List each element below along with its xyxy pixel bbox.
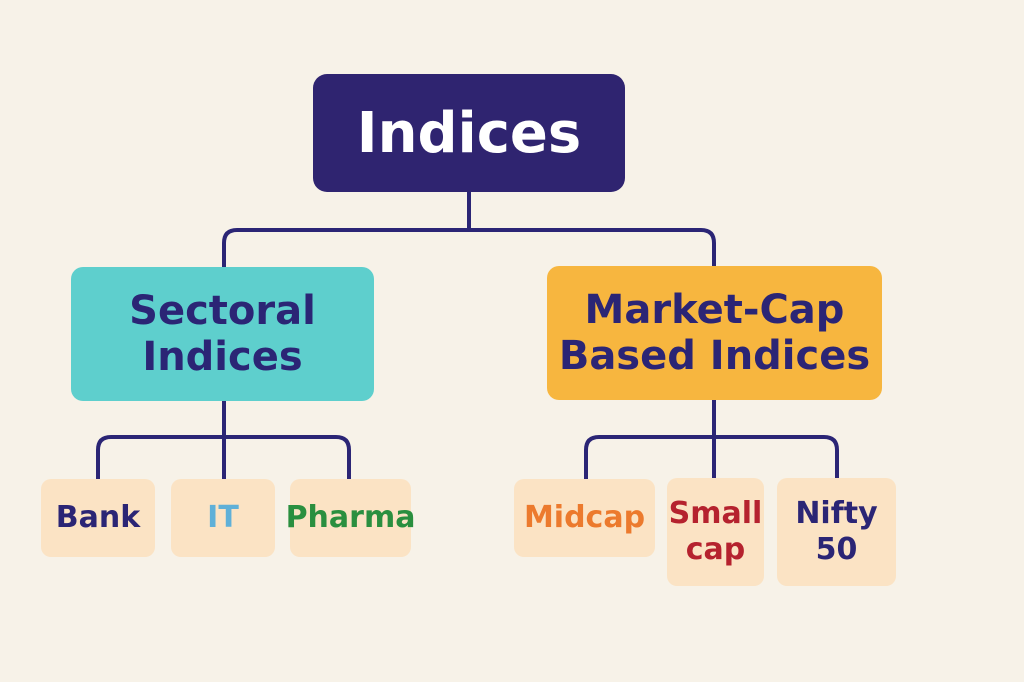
leaf-label-nifty-50: Nifty 50 <box>795 496 878 567</box>
leaf-label-midcap: Midcap <box>523 500 646 535</box>
root-node-indices: Indices <box>313 74 625 192</box>
leaf-node-pharma: Pharma <box>286 479 415 557</box>
leaf-label-smallcap: Small cap <box>668 496 763 567</box>
category-label-marketcap: Market-Cap Based Indices <box>558 287 871 379</box>
category-node-marketcap: Market-Cap Based Indices <box>547 266 882 400</box>
connector-marketcap-to-nifty <box>712 435 839 480</box>
leaf-node-midcap: Midcap <box>514 479 655 557</box>
category-label-sectoral: Sectoral Indices <box>129 288 316 380</box>
category-node-sectoral: Sectoral Indices <box>71 267 374 401</box>
leaf-label-pharma: Pharma <box>285 500 416 535</box>
connector-marketcap-to-midcap <box>584 398 716 481</box>
leaf-node-smallcap: Small cap <box>667 478 764 586</box>
connector-sectoral-to-bank <box>96 399 226 481</box>
leaf-label-it: IT <box>207 500 239 535</box>
root-node-label: Indices <box>356 100 582 166</box>
leaf-node-nifty-50: Nifty 50 <box>777 478 896 586</box>
connector-sectoral-to-pharma <box>222 435 351 481</box>
leaf-node-it: IT <box>171 479 275 557</box>
leaf-label-bank: Bank <box>55 500 141 535</box>
connector-root-to-sectoral <box>222 190 471 269</box>
connector-root-to-marketcap <box>467 228 716 268</box>
leaf-node-bank: Bank <box>41 479 155 557</box>
